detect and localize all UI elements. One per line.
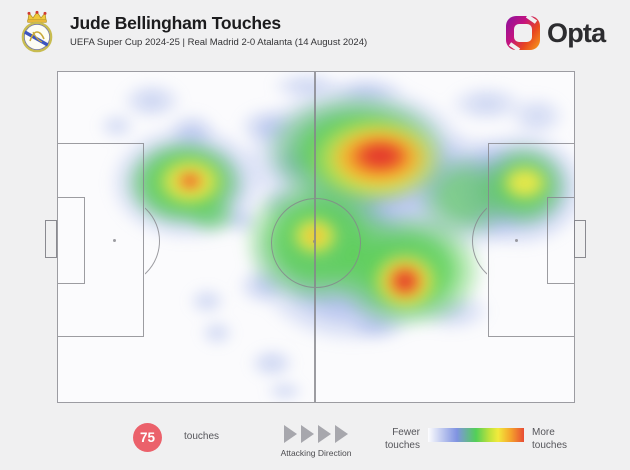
real-madrid-crest [21, 10, 53, 53]
attacking-direction-arrow-icon [318, 425, 331, 443]
attacking-direction-label: Attacking Direction [280, 448, 352, 458]
touches-count: 75 [139, 430, 156, 445]
page-subtitle: UEFA Super Cup 2024-25 | Real Madrid 2-0… [70, 37, 368, 48]
opta-wordmark: Opta [547, 17, 606, 48]
touch-heatmap-layer [57, 71, 575, 403]
legend-more-label: More touches [532, 427, 568, 451]
pitch [57, 71, 575, 403]
touches-label: touches [184, 431, 220, 442]
goal-right [574, 220, 586, 258]
attacking-direction-arrow-icon [335, 425, 348, 443]
opta-logo: Opta [506, 14, 606, 52]
touches-count-badge: 75 [133, 423, 162, 452]
attacking-direction-arrow-icon [284, 425, 297, 443]
goal-left [45, 220, 57, 258]
opta-mark-icon [506, 14, 540, 52]
attacking-direction-arrow-icon [301, 425, 314, 443]
page-title: Jude Bellingham Touches [70, 13, 281, 33]
legend-gradient-bar [428, 428, 524, 442]
legend-fewer-label: Fewer touches [384, 427, 420, 451]
attacking-direction-arrows [284, 425, 348, 443]
